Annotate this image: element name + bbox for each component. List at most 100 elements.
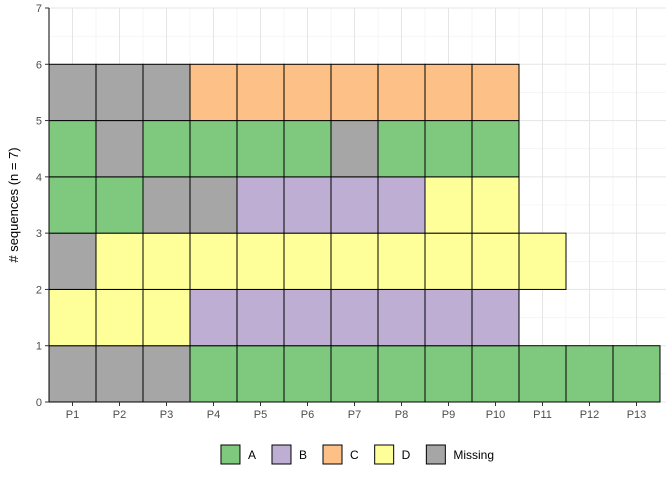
cell-a <box>95 176 144 234</box>
x-tick-label: P12 <box>580 409 600 421</box>
legend-label-a: A <box>248 448 256 462</box>
cell-a <box>189 120 238 178</box>
sequence-cells <box>48 63 661 403</box>
legend-label-d: D <box>402 448 411 462</box>
cell-b <box>424 288 473 347</box>
y-tick-label: 7 <box>36 3 42 15</box>
cell-a <box>424 345 473 403</box>
cell-a <box>283 345 332 403</box>
cell-d <box>283 232 332 290</box>
cell-missing <box>48 63 97 122</box>
legend-key-a <box>220 444 241 465</box>
y-tick-label: 0 <box>36 397 42 409</box>
x-tick-label: P9 <box>442 409 455 421</box>
x-tick-label: P5 <box>254 409 267 421</box>
cell-b <box>471 288 520 347</box>
cell-c <box>236 63 285 122</box>
cell-b <box>330 176 379 234</box>
x-tick-label: P4 <box>207 409 220 421</box>
cell-b <box>283 288 332 347</box>
cell-a <box>424 120 473 178</box>
cell-b <box>236 176 285 234</box>
cell-c <box>283 63 332 122</box>
cell-a <box>377 345 426 403</box>
y-tick-label: 3 <box>36 228 42 240</box>
cell-d <box>424 232 473 290</box>
cell-c <box>471 63 520 122</box>
cell-b <box>377 288 426 347</box>
x-tick-label: P8 <box>395 409 408 421</box>
cell-d <box>518 232 567 290</box>
y-tick-label: 4 <box>36 172 42 184</box>
legend-label-c: C <box>350 448 359 462</box>
cell-a <box>189 345 238 403</box>
x-tick-label: P6 <box>301 409 314 421</box>
legend: A B C D Missing <box>220 444 494 465</box>
cell-d <box>95 288 144 347</box>
x-tick-label: P7 <box>348 409 361 421</box>
cell-a <box>471 345 520 403</box>
cell-a <box>565 345 614 403</box>
cell-missing <box>142 345 191 403</box>
cell-d <box>48 288 97 347</box>
cell-d <box>424 176 473 234</box>
cell-a <box>330 345 379 403</box>
cell-missing <box>142 63 191 122</box>
cell-missing <box>330 120 379 178</box>
x-tick-label: P10 <box>486 409 506 421</box>
legend-key-c <box>322 444 343 465</box>
x-tick-label: P1 <box>66 409 79 421</box>
cell-b <box>189 288 238 347</box>
cell-missing <box>95 120 144 178</box>
cell-d <box>471 232 520 290</box>
cell-a <box>48 176 97 234</box>
cell-a <box>142 120 191 178</box>
cell-d <box>330 232 379 290</box>
cell-missing <box>95 345 144 403</box>
cell-a <box>236 120 285 178</box>
legend-key-d <box>374 444 395 465</box>
x-tick-label: P13 <box>627 409 647 421</box>
cell-a <box>236 345 285 403</box>
cell-d <box>95 232 144 290</box>
cell-a <box>283 120 332 178</box>
cell-b <box>330 288 379 347</box>
cell-d <box>142 288 191 347</box>
cell-d <box>377 232 426 290</box>
cell-b <box>236 288 285 347</box>
cell-a <box>518 345 567 403</box>
y-tick-label: 1 <box>36 341 42 353</box>
x-tick-label: P3 <box>160 409 173 421</box>
cell-c <box>189 63 238 122</box>
cell-missing <box>189 176 238 234</box>
legend-key-b <box>271 444 292 465</box>
cell-missing <box>48 232 97 290</box>
cell-d <box>142 232 191 290</box>
y-tick-label: 5 <box>36 116 42 128</box>
cell-d <box>189 232 238 290</box>
cell-d <box>236 232 285 290</box>
legend-label-b: B <box>299 448 307 462</box>
y-axis-ticks: 0 1 2 3 4 5 6 7 <box>36 3 49 409</box>
x-tick-label: P11 <box>533 409 552 421</box>
cell-a <box>48 120 97 178</box>
y-tick-label: 2 <box>36 284 42 296</box>
cell-b <box>283 176 332 234</box>
cell-a <box>471 120 520 178</box>
x-tick-label: P2 <box>113 409 126 421</box>
cell-c <box>424 63 473 122</box>
legend-key-missing <box>425 444 446 465</box>
cell-missing <box>142 176 191 234</box>
cell-c <box>330 63 379 122</box>
cell-b <box>377 176 426 234</box>
cell-missing <box>48 345 97 403</box>
cell-d <box>471 176 520 234</box>
cell-c <box>377 63 426 122</box>
cell-a <box>612 345 661 403</box>
cell-a <box>377 120 426 178</box>
y-tick-label: 6 <box>36 59 42 71</box>
cell-missing <box>95 63 144 122</box>
legend-label-missing: Missing <box>453 448 494 462</box>
x-axis-ticks: P1 P2 P3 P4 P5 P6 P7 P8 P9 P10 P11 P12 P13 <box>66 402 647 421</box>
